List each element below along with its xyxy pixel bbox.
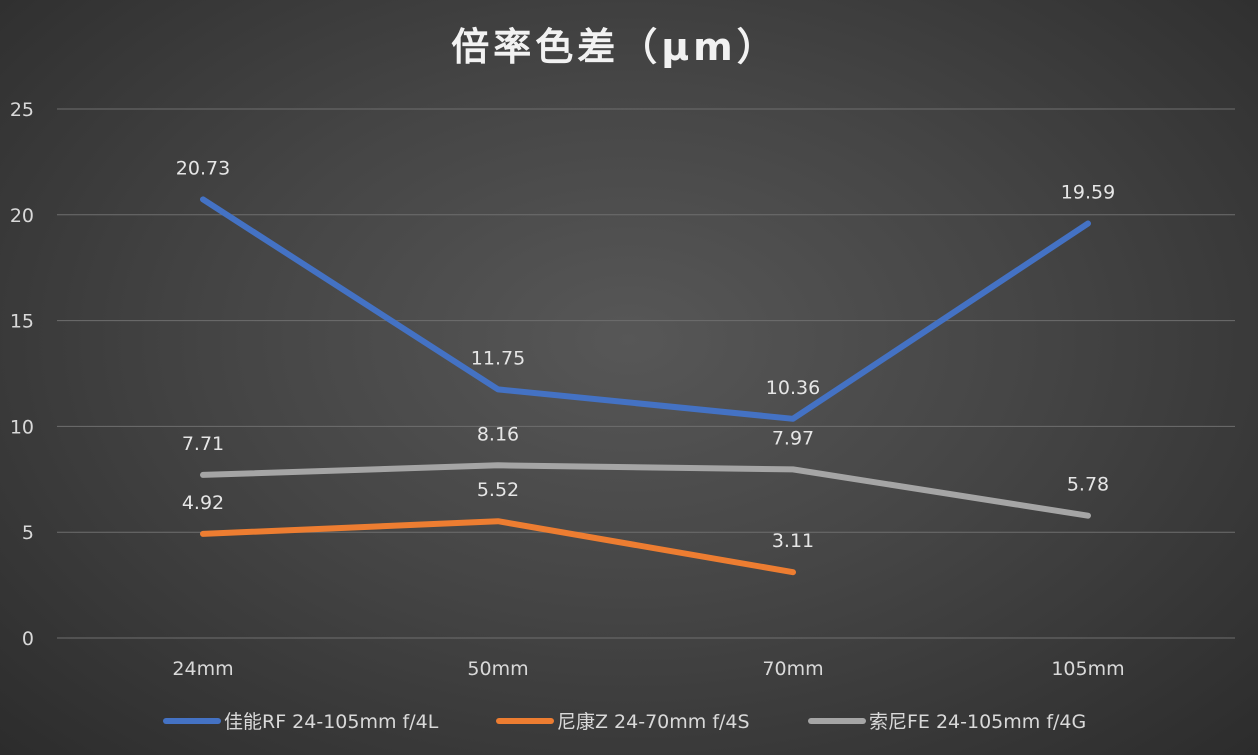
series-line-2 xyxy=(200,518,796,576)
x-tick-label: 24mm xyxy=(172,658,233,680)
series-line-1 xyxy=(200,196,1091,422)
legend: 佳能RF 24-105mm f/4L 尼康Z 24-70mm f/4S 索尼FE 2… xyxy=(163,711,1086,733)
chart-title: 倍率色差（μm） xyxy=(451,25,779,69)
y-tick-label: 5 xyxy=(22,522,34,544)
data-label: 3.11 xyxy=(772,530,814,552)
data-label: 5.52 xyxy=(477,479,519,501)
data-label: 11.75 xyxy=(471,347,525,369)
y-tick-label: 25 xyxy=(10,99,34,121)
y-tick-label: 15 xyxy=(10,311,34,333)
data-label: 20.73 xyxy=(176,157,230,179)
data-label: 19.59 xyxy=(1061,181,1115,203)
grid-layer xyxy=(57,108,1235,639)
data-label: 4.92 xyxy=(182,492,224,514)
x-tick-label: 50mm xyxy=(467,658,528,680)
axis-layer: 0 5 10 15 20 25 24mm 50mm 70mm 105mm xyxy=(10,99,1125,680)
legend-label: 佳能RF 24-105mm f/4L xyxy=(224,711,439,733)
y-tick-label: 10 xyxy=(10,416,34,438)
data-label: 5.78 xyxy=(1067,474,1109,496)
data-label: 7.97 xyxy=(772,427,814,449)
series-line-3 xyxy=(200,462,1091,519)
y-tick-label: 20 xyxy=(10,205,34,227)
y-tick-label: 0 xyxy=(22,628,34,650)
data-label-layer: 20.73 11.75 10.36 19.59 4.92 5.52 3.11 7.71 8.16… xyxy=(176,157,1115,552)
x-tick-label: 70mm xyxy=(762,658,823,680)
data-label: 8.16 xyxy=(477,423,519,445)
legend-label: 索尼FE 24-105mm f/4G xyxy=(869,711,1086,733)
series-layer xyxy=(200,196,1091,576)
legend-label: 尼康Z 24-70mm f/4S xyxy=(557,711,750,733)
data-label: 7.71 xyxy=(182,433,224,455)
x-tick-label: 105mm xyxy=(1051,658,1124,680)
data-label: 10.36 xyxy=(766,377,820,399)
